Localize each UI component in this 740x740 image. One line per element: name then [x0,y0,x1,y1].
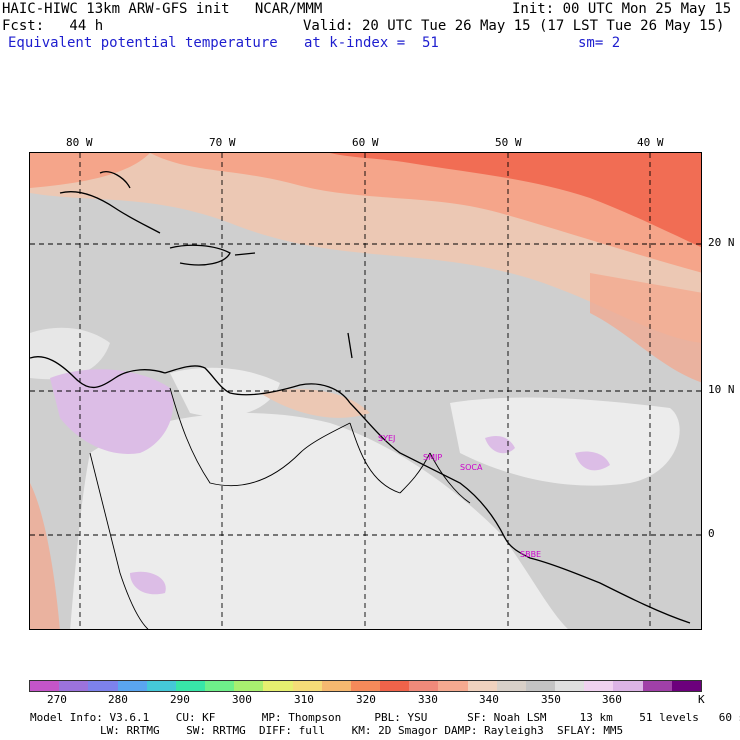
valid-time: Valid: 20 UTC Tue 26 May 15 (17 LST Tue … [303,18,725,34]
lat-lon-grid [30,153,701,629]
colorbar-label: 280 [108,693,128,706]
colorbar-swatch [496,681,526,691]
lon-label-40w: 40 W [637,136,664,149]
colorbar-swatch [584,681,614,691]
colorbar-swatch [175,681,206,691]
model-title: HAIC-HIWC 13km ARW-GFS init NCAR/MMM [2,1,323,17]
salmon-southwest-region [30,483,60,629]
light-pacific-region [30,327,110,380]
lon-label-60w: 60 W [352,136,379,149]
colorbar-label: 290 [170,693,190,706]
borders [89,387,471,629]
field-name: Equivalent potential temperature [8,35,278,51]
lat-label-equator: 0 [708,527,715,540]
colorbar-swatch [88,681,118,691]
colorbar-swatch [525,681,556,691]
coastline-lesser-antilles [347,332,353,359]
smoothing-info: sm= 2 [578,35,621,51]
colorbar-label: 340 [479,693,499,706]
border-french-guiana [429,452,471,504]
colorbar-swatch [146,681,176,691]
colorbar-swatch [613,681,643,691]
salmon-east-region [590,273,701,383]
colorbar-label: 320 [356,693,376,706]
station-smjp: SMJP [423,453,442,462]
colorbar-swatch [234,681,264,691]
coastline-bahamas [99,171,131,189]
colorbar-swatch [350,681,381,691]
coastline-hispaniola [169,244,231,266]
peach-caribbean-coast-region [260,389,370,418]
colorbar-swatch [409,681,439,691]
colorbar-swatch [205,681,235,691]
border-colombia-venezuela [169,387,351,487]
colorbar-swatch [555,681,585,691]
colorbar-swatch [671,681,701,691]
colorbar-label: 310 [294,693,314,706]
colorbar-swatch [321,681,351,691]
coastline-cuba [59,191,161,234]
colorbar [29,680,702,692]
level-info: at k-index = 51 [304,35,439,51]
red-region [330,153,701,248]
coastline-puerto-rico [234,252,256,256]
colorbar-swatch [117,681,147,691]
colorbar-label: 300 [232,693,252,706]
theta-e-map: SYEJ SMJP SOCA SBBE [30,153,701,629]
colorbar-label: 350 [541,693,561,706]
lat-label-10n: 10 N [708,383,735,396]
colorbar-swatch [59,681,89,691]
salmon-nw-region [30,153,150,188]
lon-label-50w: 50 W [495,136,522,149]
lon-label-80w: 80 W [66,136,93,149]
station-soca: SOCA [460,463,483,472]
border-peru [89,452,149,629]
coastline-central-america [30,356,166,389]
colorbar-swatch [438,681,468,691]
lavender-andes-region [50,369,174,454]
station-sbbe: SBBE [520,550,541,559]
light-atlantic-region [450,397,680,486]
lavender-spot-3 [130,571,166,595]
colorbar-swatch [292,681,322,691]
colorbar-swatch [263,681,293,691]
lavender-spot-2 [575,451,610,471]
station-syej: SYEJ [378,434,395,443]
coastline-brazil [504,537,691,624]
light-amazon-region [70,413,568,629]
model-info-line1: Model Info: V3.6.1 CU: KF MP: Thompson P… [30,711,740,724]
model-info-line2: LW: RRTMG SW: RRTMG DIFF: full KM: 2D Sm… [100,724,624,737]
border-guyana [349,422,401,494]
light-venezuela-region [170,367,280,417]
border-suriname [399,452,431,494]
colorbar-label: 270 [47,693,67,706]
colorbar-swatch [30,681,60,691]
lavender-spot-1 [485,436,515,454]
forecast-hour: Fcst: 44 h [2,18,104,34]
coastline-guianas [349,402,506,539]
station-labels: SYEJ SMJP SOCA SBBE [378,434,541,559]
colorbar-swatch [380,681,410,691]
coastlines [30,171,691,624]
colorbar-label: 360 [602,693,622,706]
lon-label-70w: 70 W [209,136,236,149]
colorbar-swatch [467,681,497,691]
colorbar-label: K [698,693,705,706]
init-time: Init: 00 UTC Mon 25 May 15 [512,1,732,17]
map-panel: SYEJ SMJP SOCA SBBE [29,152,702,630]
colorbar-swatch [642,681,672,691]
colorbar-label: 330 [418,693,438,706]
coastline-venezuela [164,365,351,404]
lat-label-20n: 20 N [708,236,735,249]
